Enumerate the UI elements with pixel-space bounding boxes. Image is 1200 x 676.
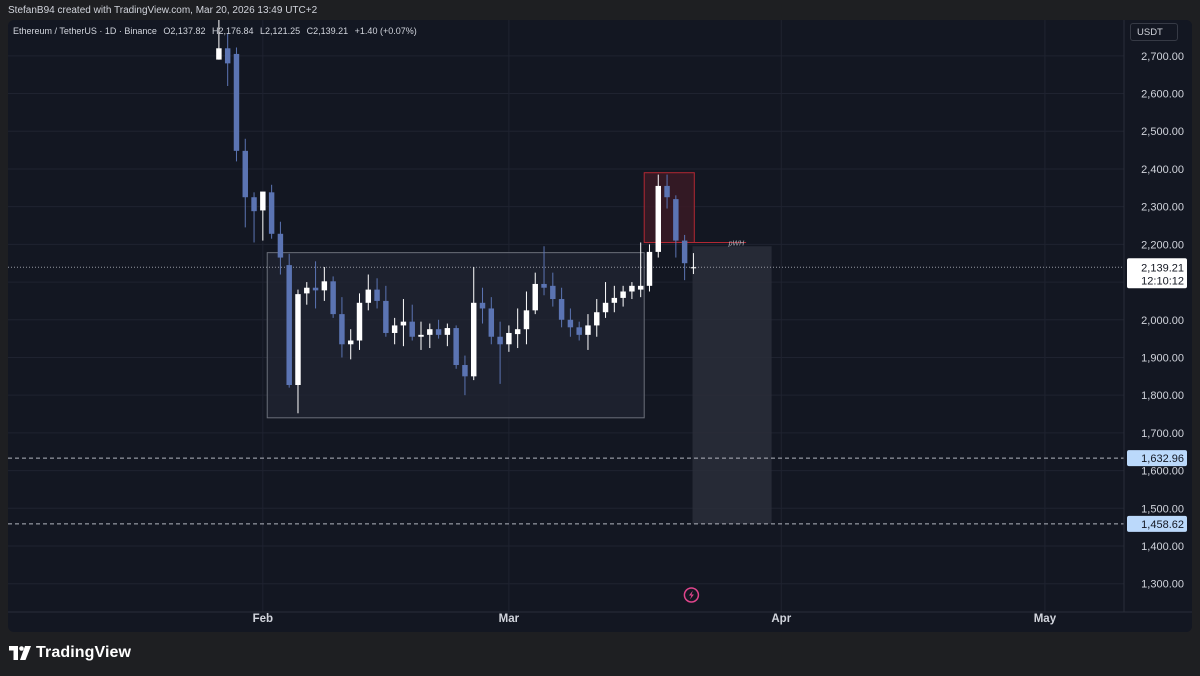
candle-up: [602, 302, 609, 313]
candle-up: [514, 329, 521, 335]
candle-up: [620, 291, 626, 298]
candle-up: [690, 267, 697, 269]
event-marker-icon[interactable]: [683, 587, 700, 603]
candle-down: [550, 285, 556, 300]
current-price-badge: [1127, 258, 1187, 289]
candle-up: [295, 294, 301, 386]
y-tick-label: 2,300.00: [1141, 202, 1184, 214]
candle-down: [286, 265, 292, 386]
legend-close: C2,139.21: [306, 26, 349, 36]
x-tick-label: Apr: [771, 613, 791, 625]
candle-up: [523, 310, 530, 330]
bar-countdown-label: 12:10:12: [1141, 275, 1184, 287]
x-tick-label: May: [1034, 613, 1057, 625]
candle-down: [567, 319, 574, 328]
price-chart[interactable]: pWH 2,700.00 2,600.00 2,500.00 2,400.00 2,300…: [8, 20, 1192, 632]
legend-change: +1.40 (+0.07%): [354, 26, 417, 36]
x-tick-label: Mar: [499, 613, 520, 625]
candle-up: [347, 340, 354, 345]
candle-down: [435, 329, 442, 335]
symbol-legend: Ethereum / TetherUS · 1D · Binance O2,13…: [13, 26, 421, 36]
candle-down: [330, 281, 336, 315]
tradingview-logo[interactable]: TradingView: [9, 644, 131, 662]
footer: TradingView: [0, 632, 1200, 676]
candle-down: [462, 365, 468, 377]
candle-up: [506, 332, 512, 345]
candle-down: [479, 302, 486, 309]
candle-down: [251, 197, 257, 212]
candle-down: [409, 321, 415, 337]
candle-up: [427, 329, 433, 335]
level-badge-label: 1,458.62: [1141, 519, 1184, 531]
candle-down: [576, 327, 582, 335]
candle-up: [532, 283, 538, 311]
candle-up: [611, 297, 618, 303]
pwh-label: pWH: [728, 240, 746, 247]
candle-up: [418, 334, 424, 337]
legend-open: O2,137.82: [163, 26, 206, 36]
candle-down: [242, 150, 248, 198]
candle-down: [312, 287, 319, 291]
y-tick-label: 1,500.00: [1141, 503, 1184, 515]
level-badge: [1127, 515, 1187, 532]
y-tick-label: 2,600.00: [1141, 89, 1184, 101]
candle-down: [277, 233, 284, 258]
y-tick-label: 1,700.00: [1141, 428, 1184, 440]
candle-up: [637, 285, 644, 290]
supply-zone: [643, 172, 695, 243]
level-badge-label: 1,632.96: [1141, 453, 1184, 465]
tradingview-logo-icon: [9, 646, 31, 660]
y-tick-label: 1,400.00: [1141, 541, 1184, 553]
candle-down: [558, 299, 565, 320]
candle-down: [224, 48, 231, 64]
candle-up: [471, 302, 477, 377]
candle-down: [268, 192, 275, 234]
candle-up: [585, 325, 591, 335]
projection-box: [692, 246, 772, 524]
candle-down: [681, 240, 688, 264]
candle-up: [646, 251, 653, 286]
candle-up: [655, 185, 661, 252]
y-tick-label: 2,400.00: [1141, 164, 1184, 176]
candle-down: [233, 53, 240, 151]
current-price-label: 2,139.21: [1141, 262, 1184, 274]
legend-symbol[interactable]: Ethereum / TetherUS · 1D · Binance: [13, 26, 157, 36]
candle-down: [488, 308, 495, 337]
y-tick-label: 1,900.00: [1141, 352, 1184, 364]
candle-up: [365, 289, 372, 303]
y-tick-label: 1,800.00: [1141, 390, 1184, 402]
y-tick-label: 2,500.00: [1141, 126, 1184, 138]
candle-down: [497, 336, 503, 345]
candle-down: [664, 185, 670, 198]
candle-down: [383, 300, 389, 333]
chart-caption: StefanB94 created with TradingView.com, …: [8, 5, 318, 16]
legend-low: L2,121.25: [260, 26, 301, 36]
level-badge: [1127, 450, 1187, 467]
y-tick-label: 2,200.00: [1141, 239, 1184, 251]
candle-down: [374, 289, 380, 301]
candle-up: [400, 321, 407, 326]
y-tick-label: 2,000.00: [1141, 315, 1184, 327]
candle-up: [356, 302, 363, 341]
tradingview-logo-text: TradingView: [36, 644, 132, 661]
currency-badge[interactable]: USDT: [1130, 23, 1178, 41]
legend-high: H2,176.84: [211, 26, 254, 36]
candle-up: [304, 287, 310, 294]
candle-down: [541, 283, 547, 288]
y-tick-label: 2,700.00: [1141, 51, 1184, 63]
candle-down: [673, 199, 679, 241]
candle-up: [391, 325, 398, 333]
candle-up: [444, 328, 451, 335]
y-tick-label: 1,300.00: [1141, 579, 1184, 591]
candle-up: [321, 281, 328, 291]
candle-up: [629, 285, 635, 292]
candle-up: [594, 312, 600, 326]
chart-panel[interactable]: pWH 2,700.00 2,600.00 2,500.00 2,400.00 2,300…: [8, 20, 1192, 632]
candle-up: [260, 191, 266, 211]
y-tick-label: 1,600.00: [1141, 466, 1184, 478]
candle-up: [216, 48, 222, 60]
candle-down: [453, 328, 459, 366]
candle-down: [339, 314, 345, 345]
x-tick-label: Feb: [253, 613, 273, 625]
